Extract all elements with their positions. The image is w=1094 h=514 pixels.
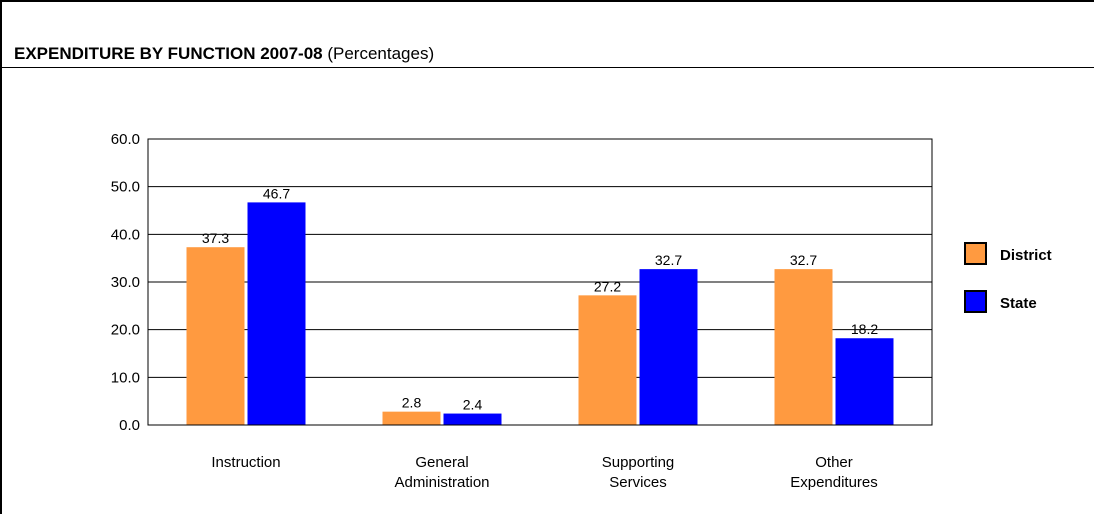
chart-title-suffix: (Percentages) bbox=[327, 44, 435, 63]
data-label: 2.8 bbox=[402, 395, 422, 411]
data-labels: 37.3 46.7 2.8 2.4 27.2 32.7 32.7 18.2 bbox=[202, 185, 878, 412]
y-tick-label: 60.0 bbox=[111, 131, 140, 148]
legend-swatch-district bbox=[964, 242, 987, 265]
data-label: 32.7 bbox=[655, 252, 682, 268]
chart-title: EXPENDITURE BY FUNCTION 2007-08 (Percent… bbox=[14, 44, 434, 64]
y-tick-label: 10.0 bbox=[111, 369, 140, 386]
title-bar bbox=[0, 0, 1094, 68]
data-label: 32.7 bbox=[790, 252, 817, 268]
chart-title-main: EXPENDITURE BY FUNCTION 2007-08 bbox=[14, 44, 323, 63]
legend-label-district: District bbox=[1000, 247, 1052, 264]
plot-area-border bbox=[147, 138, 933, 426]
legend-swatch-state bbox=[964, 290, 987, 313]
plot-area-outline bbox=[147, 138, 933, 426]
y-axis-tick-labels: 60.0 50.0 40.0 30.0 20.0 10.0 0.0 bbox=[111, 131, 140, 434]
category-label: Services bbox=[609, 474, 667, 491]
bar-district bbox=[774, 269, 833, 425]
category-label: General bbox=[415, 454, 468, 471]
legend-label-state: State bbox=[1000, 295, 1037, 312]
bar-district bbox=[578, 295, 637, 425]
bar-state bbox=[835, 338, 894, 425]
y-tick-label: 0.0 bbox=[119, 417, 140, 434]
bar-state bbox=[247, 202, 306, 425]
frame-left-border bbox=[0, 68, 2, 514]
category-label: Instruction bbox=[211, 454, 280, 471]
data-label: 2.4 bbox=[463, 397, 483, 413]
x-axis-category-labels: Instruction General Administration Supporti… bbox=[211, 454, 877, 491]
bars bbox=[186, 202, 894, 425]
bar-state bbox=[443, 413, 502, 425]
y-tick-label: 50.0 bbox=[111, 179, 140, 196]
category-label: Other bbox=[815, 454, 853, 471]
data-label: 46.7 bbox=[263, 185, 290, 201]
data-label: 18.2 bbox=[851, 321, 878, 337]
bar-district bbox=[186, 247, 245, 425]
bar-state bbox=[639, 269, 698, 425]
category-label: Supporting bbox=[602, 454, 675, 471]
data-label: 27.2 bbox=[594, 278, 621, 294]
data-label: 37.3 bbox=[202, 230, 229, 246]
category-label: Expenditures bbox=[790, 474, 878, 491]
bar-district bbox=[382, 411, 441, 425]
y-tick-label: 30.0 bbox=[111, 274, 140, 291]
category-label: Administration bbox=[394, 474, 489, 491]
y-tick-label: 40.0 bbox=[111, 226, 140, 243]
y-tick-label: 20.0 bbox=[111, 322, 140, 339]
legend: District State bbox=[964, 242, 1052, 313]
